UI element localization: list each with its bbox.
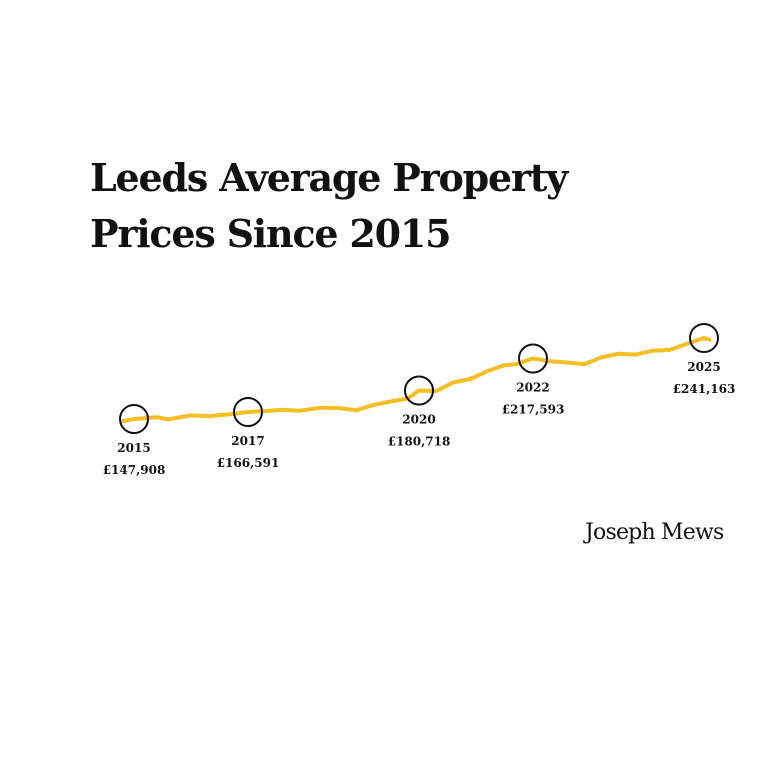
- marker-price-2017: £166,591: [217, 456, 280, 470]
- marker-price-2022: £217,593: [502, 403, 565, 417]
- brand-wordmark: Joseph Mews: [585, 520, 724, 545]
- chart-title-line-1: Leeds Average Property: [90, 155, 568, 200]
- marker-circle-2020: [404, 375, 434, 406]
- marker-year-2017: 2017: [231, 434, 264, 448]
- marker-year-2025: 2025: [687, 360, 720, 374]
- marker-circle-2015: [119, 404, 149, 434]
- marker-price-2020: £180,718: [388, 435, 451, 449]
- marker-circle-2017: [233, 397, 263, 427]
- price-series-line: [120, 336, 712, 424]
- marker-circle-2022: [518, 343, 548, 374]
- marker-price-2025: £241,163: [673, 382, 736, 396]
- marker-price-2015: £147,908: [103, 463, 166, 477]
- chart-title: Leeds Average Property Prices Since 2015: [90, 150, 568, 262]
- marker-circle-2025: [689, 323, 719, 353]
- marker-year-2020: 2020: [402, 413, 435, 427]
- chart-title-line-2: Prices Since 2015: [90, 211, 452, 256]
- marker-year-2015: 2015: [117, 441, 150, 455]
- marker-year-2022: 2022: [516, 381, 549, 395]
